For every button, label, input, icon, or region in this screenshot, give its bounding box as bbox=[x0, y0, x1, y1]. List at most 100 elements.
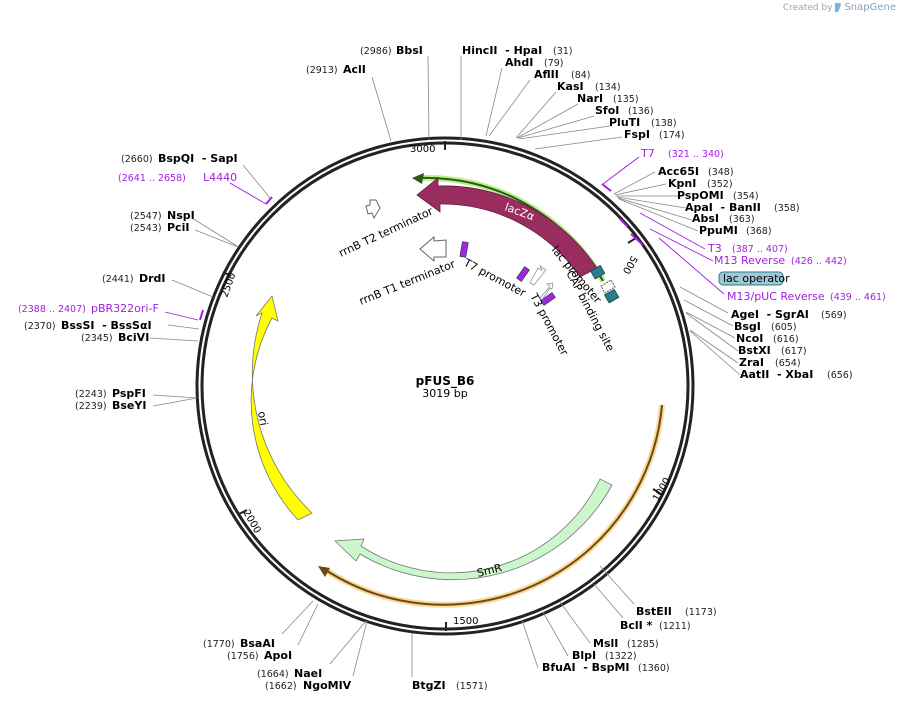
enzyme-acc65i[interactable]: Acc65I bbox=[658, 165, 699, 178]
enzyme-bsaai[interactable]: BsaAI bbox=[240, 637, 275, 650]
enzyme-kasi-pos: (134) bbox=[595, 82, 621, 93]
enzyme-kpni[interactable]: KpnI bbox=[668, 177, 696, 190]
enzyme-nari[interactable]: NarI bbox=[577, 92, 603, 105]
enzyme-naei[interactable]: NaeI bbox=[294, 667, 322, 680]
feature-label-rrnb-t1: rrnB T1 terminator bbox=[357, 257, 457, 308]
feature-ori[interactable]: ori bbox=[250, 295, 313, 521]
enzyme-apai-banii-pos: (358) bbox=[774, 203, 800, 214]
feature-smr[interactable]: SmR bbox=[334, 478, 613, 581]
enzyme-aatii-xbai[interactable]: AatII - XbaI bbox=[740, 368, 813, 381]
enzyme-pspomi[interactable]: PspOMI bbox=[677, 189, 724, 202]
feature-rrnb-t2-terminator-glyph bbox=[365, 199, 381, 220]
enzyme-bsaai-pos: (1770) bbox=[203, 639, 235, 650]
enzyme-bcivi-pos: (2345) bbox=[81, 333, 113, 344]
enzyme-pluti[interactable]: PluTI bbox=[609, 116, 640, 129]
enzyme-absi-pos: (363) bbox=[729, 214, 755, 225]
enzyme-ncoi[interactable]: NcoI bbox=[736, 332, 763, 345]
enzyme-pcii[interactable]: PciI bbox=[167, 221, 189, 234]
feature-label-smr: SmR bbox=[476, 561, 504, 580]
leader-lines bbox=[149, 55, 741, 677]
smr-orf-line bbox=[318, 404, 665, 608]
primer-t3[interactable]: T3 bbox=[707, 242, 722, 255]
enzyme-ngomiv[interactable]: NgoMIV bbox=[303, 679, 352, 692]
lac-regulatory-elements bbox=[589, 264, 620, 304]
enzyme-btgzi[interactable]: BtgZI bbox=[412, 679, 446, 692]
enzyme-blpi[interactable]: BlpI bbox=[572, 649, 596, 662]
enzyme-agei-sgrai[interactable]: AgeI - SgrAI bbox=[731, 308, 809, 321]
primer-t3-pos: (387 .. 407) bbox=[732, 244, 788, 255]
plasmid-name: pFUS_B6 bbox=[416, 374, 475, 389]
enzyme-ncoi-pos: (616) bbox=[773, 334, 799, 345]
enzyme-aflii[interactable]: AflII bbox=[534, 68, 559, 81]
feature-lacza[interactable]: lacZα bbox=[416, 177, 598, 278]
enzyme-acli-pos: (2913) bbox=[306, 65, 338, 76]
enzyme-bspqi-sapi[interactable]: BspQI - SapI bbox=[158, 152, 238, 165]
feature-label-rrnb-t2: rrnB T2 terminator bbox=[337, 204, 436, 259]
enzyme-sfoi[interactable]: SfoI bbox=[595, 104, 619, 117]
enzyme-pspfi-pos: (2243) bbox=[75, 389, 107, 400]
snapgene-logo-icon bbox=[835, 3, 842, 12]
enzyme-naei-pos: (1664) bbox=[257, 669, 289, 680]
enzyme-agei-sgrai-pos: (569) bbox=[821, 310, 847, 321]
enzyme-msli-pos: (1285) bbox=[627, 639, 659, 650]
enzyme-pspfi[interactable]: PspFI bbox=[112, 387, 146, 400]
svg-text:lac operator: lac operator bbox=[723, 272, 790, 285]
credit-prefix: Created by bbox=[782, 2, 833, 13]
enzyme-ppumi[interactable]: PpuMI bbox=[699, 224, 738, 237]
enzyme-pspomi-pos: (354) bbox=[733, 191, 759, 202]
feature-rrnb-t1-terminator-glyph bbox=[419, 235, 447, 263]
enzyme-ahdi[interactable]: AhdI bbox=[505, 56, 533, 69]
enzyme-apoi[interactable]: ApoI bbox=[264, 649, 292, 662]
enzyme-absi[interactable]: AbsI bbox=[692, 212, 719, 225]
enzyme-fspi[interactable]: FspI bbox=[624, 128, 650, 141]
enzyme-nari-pos: (135) bbox=[613, 94, 639, 105]
tick-marks bbox=[222, 141, 662, 631]
enzyme-bseyi[interactable]: BseYI bbox=[112, 399, 146, 412]
enzyme-zrai-pos: (654) bbox=[775, 358, 801, 369]
enzyme-bsgi-pos: (605) bbox=[771, 322, 797, 333]
primer-l4440-pos: (2641 .. 2658) bbox=[118, 173, 186, 184]
enzyme-apoi-pos: (1756) bbox=[227, 651, 259, 662]
primer-m13-puc-reverse[interactable]: M13/pUC Reverse bbox=[727, 290, 825, 303]
enzyme-bsssi-bsssai[interactable]: BssSI - BssSαI bbox=[61, 319, 152, 332]
primer-pbr322ori-f-pos: (2388 .. 2407) bbox=[18, 304, 86, 315]
enzyme-bstxi[interactable]: BstXI bbox=[738, 344, 771, 357]
enzyme-bsgi[interactable]: BsgI bbox=[734, 320, 761, 333]
enzyme-pluti-pos: (138) bbox=[651, 118, 677, 129]
primer-t7-pos: (321 .. 340) bbox=[668, 149, 724, 160]
enzyme-bsteii-pos: (1173) bbox=[685, 607, 717, 618]
enzyme-drdi[interactable]: DrdI bbox=[139, 272, 166, 285]
enzyme-bbsi[interactable]: BbsI bbox=[396, 44, 423, 57]
primer-leader-lines bbox=[164, 156, 725, 321]
enzyme-nspi-pos: (2547) bbox=[130, 211, 162, 222]
enzyme-acc65i-pos: (348) bbox=[708, 167, 734, 178]
enzyme-hincii-hpai[interactable]: HincII - HpaI bbox=[462, 44, 542, 57]
primer-m13-reverse[interactable]: M13 Reverse bbox=[714, 254, 785, 267]
enzyme-ngomiv-pos: (1662) bbox=[265, 681, 297, 692]
enzyme-nspi[interactable]: NspI bbox=[167, 209, 195, 222]
enzyme-kpni-pos: (352) bbox=[707, 179, 733, 190]
enzyme-bcli[interactable]: BclI * bbox=[620, 619, 653, 632]
enzyme-bfuai-bspmi[interactable]: BfuAI - BspMI bbox=[542, 661, 630, 674]
lac-operator-label[interactable]: lac operator bbox=[718, 271, 790, 286]
enzyme-zrai[interactable]: ZraI bbox=[739, 356, 764, 369]
primer-m13-puc-reverse-pos: (439 .. 461) bbox=[830, 292, 886, 303]
primer-l4440[interactable]: L4440 bbox=[203, 171, 237, 184]
t7-promoter-glyph bbox=[459, 241, 556, 306]
enzyme-bcivi[interactable]: BciVI bbox=[118, 331, 149, 344]
enzyme-bsteii[interactable]: BstEII bbox=[636, 605, 672, 618]
enzyme-hincii-hpai-pos: (31) bbox=[553, 46, 573, 57]
enzyme-msli[interactable]: MslI bbox=[593, 637, 618, 650]
primer-t7[interactable]: T7 bbox=[640, 147, 655, 160]
enzyme-acli[interactable]: AclI bbox=[343, 63, 366, 76]
enzyme-apai-banii[interactable]: ApaI - BanII bbox=[685, 201, 761, 214]
enzyme-bspqi-pos: (2660) bbox=[121, 154, 153, 165]
primer-pbr322ori-f[interactable]: pBR322ori-F bbox=[91, 302, 159, 315]
primer-m13-reverse-pos: (426 .. 442) bbox=[791, 256, 847, 267]
enzyme-kasi[interactable]: KasI bbox=[557, 80, 584, 93]
tick-3000: 3000 bbox=[410, 144, 435, 155]
enzyme-aatii-xbai-pos: (656) bbox=[827, 370, 853, 381]
enzyme-fspi-pos: (174) bbox=[659, 130, 685, 141]
enzyme-ahdi-pos: (79) bbox=[544, 58, 564, 69]
